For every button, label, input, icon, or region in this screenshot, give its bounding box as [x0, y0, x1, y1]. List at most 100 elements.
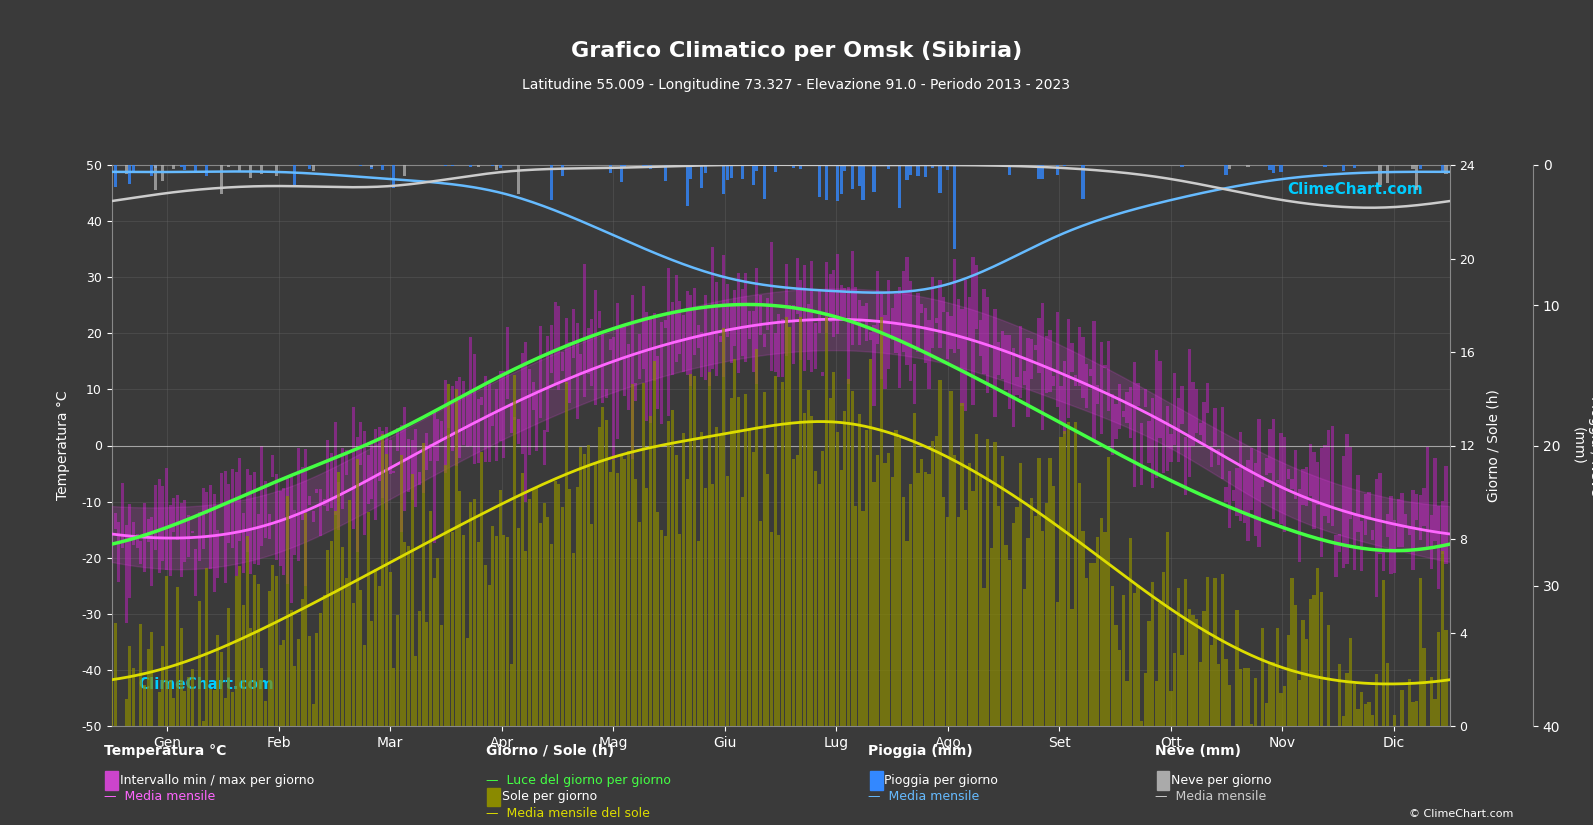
Bar [1096, 536, 1099, 726]
Bar [417, 472, 421, 485]
Bar [803, 412, 806, 726]
Bar [1110, 394, 1114, 455]
Bar [440, 422, 443, 441]
Bar [454, 389, 457, 726]
Bar [443, 165, 446, 166]
Bar [836, 432, 840, 726]
Bar [1023, 589, 1026, 726]
Bar [825, 317, 828, 726]
Text: —  Media mensile: — Media mensile [1155, 790, 1266, 804]
Bar [961, 309, 964, 406]
Bar [1400, 493, 1403, 547]
Bar [1386, 663, 1389, 726]
Bar [341, 547, 344, 726]
Bar [1180, 385, 1184, 424]
Bar [1378, 165, 1381, 186]
Bar [538, 523, 542, 726]
Bar [986, 296, 989, 394]
Bar [895, 431, 897, 726]
Bar [616, 473, 620, 726]
Bar [429, 444, 432, 461]
Bar [1262, 628, 1265, 726]
Bar [1192, 382, 1195, 446]
Bar [285, 477, 288, 584]
Bar [315, 633, 319, 726]
Bar [411, 474, 414, 726]
Bar [129, 165, 131, 184]
Bar [202, 488, 205, 549]
Bar [1383, 550, 1386, 571]
Bar [1200, 422, 1201, 435]
Bar [279, 492, 282, 566]
Bar [433, 578, 435, 726]
Bar [941, 497, 945, 726]
Bar [637, 334, 640, 379]
Bar [158, 691, 161, 726]
Bar [1056, 312, 1059, 408]
Bar [656, 512, 660, 726]
Bar [1121, 595, 1125, 726]
Bar [158, 479, 161, 573]
Bar [1008, 165, 1012, 175]
Bar [690, 165, 693, 178]
Bar [1082, 531, 1085, 726]
Bar [1309, 444, 1313, 496]
Bar [755, 349, 758, 726]
Bar [949, 391, 953, 726]
Bar [1067, 319, 1070, 418]
Bar [1144, 389, 1147, 408]
Bar [569, 342, 572, 403]
Bar [682, 433, 685, 726]
Bar [1225, 487, 1228, 502]
Bar [591, 524, 593, 726]
Bar [704, 295, 707, 380]
Text: Pioggia per giorno: Pioggia per giorno [868, 774, 999, 787]
Bar [997, 507, 1000, 726]
Bar [532, 382, 535, 410]
Bar [172, 698, 175, 726]
Bar [789, 305, 792, 321]
Text: —  Luce del giorno per giorno: — Luce del giorno per giorno [486, 774, 671, 787]
Bar [1037, 165, 1040, 178]
Bar [1099, 342, 1102, 434]
Bar [969, 297, 970, 337]
Bar [403, 408, 406, 511]
Bar [1346, 434, 1349, 563]
Bar [876, 455, 879, 726]
Text: ClimeChart.com: ClimeChart.com [139, 677, 274, 692]
Bar [212, 493, 215, 592]
Bar [1338, 535, 1341, 552]
Bar [1217, 449, 1220, 464]
Bar [524, 342, 527, 502]
Bar [572, 553, 575, 726]
Bar [443, 464, 446, 726]
Bar [941, 298, 945, 312]
Bar [879, 294, 883, 379]
Bar [983, 289, 986, 374]
Bar [1364, 494, 1367, 535]
Bar [249, 628, 252, 726]
Bar [832, 372, 835, 726]
Bar [789, 328, 792, 726]
Bar [1031, 339, 1034, 379]
Bar [448, 384, 451, 726]
Bar [370, 165, 373, 167]
Bar [217, 530, 220, 578]
Bar [1279, 433, 1282, 524]
Bar [718, 337, 722, 342]
Bar [975, 434, 978, 726]
Bar [730, 306, 733, 363]
Bar [1045, 337, 1048, 393]
Bar [664, 320, 666, 328]
Bar [817, 165, 820, 197]
Bar [1141, 721, 1144, 726]
Bar [1158, 604, 1161, 726]
Bar [381, 431, 384, 498]
Bar [344, 578, 347, 726]
Bar [744, 273, 747, 362]
Bar [425, 622, 429, 726]
Bar [851, 165, 854, 189]
Bar [1265, 459, 1268, 474]
Bar [865, 303, 868, 341]
Bar [572, 309, 575, 358]
